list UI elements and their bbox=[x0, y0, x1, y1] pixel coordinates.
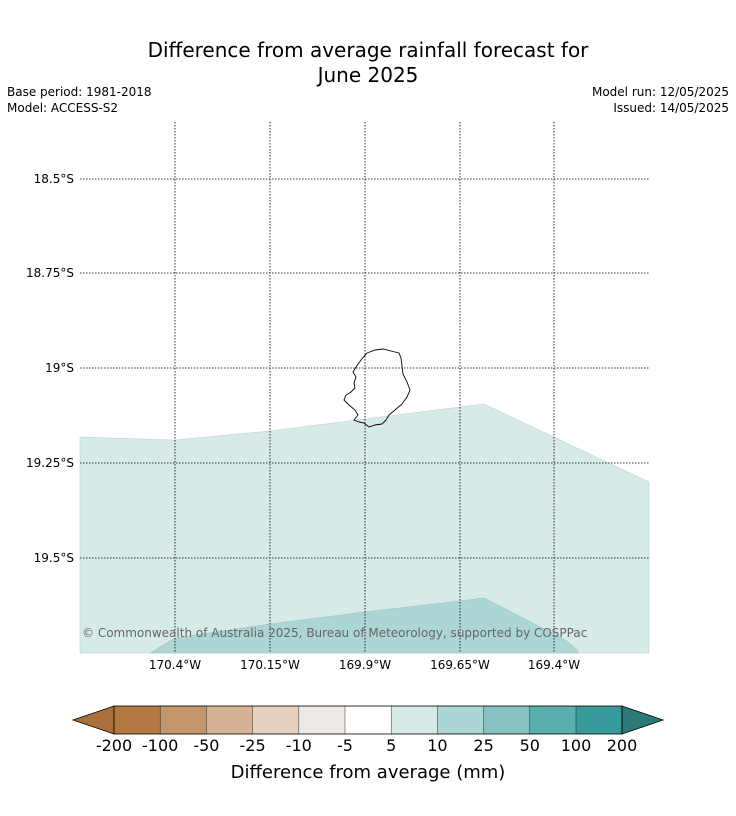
colorbar-border bbox=[113, 705, 623, 735]
issued-date: Issued: 14/05/2025 bbox=[613, 101, 729, 115]
colorbar-segment bbox=[114, 706, 161, 734]
gridlines bbox=[80, 122, 649, 653]
copyright-text: © Commonwealth of Australia 2025, Bureau… bbox=[82, 626, 587, 640]
rainfall-zone-10-25 bbox=[149, 597, 580, 654]
colorbar-tick: -25 bbox=[240, 736, 266, 755]
colorbar-tick: -10 bbox=[286, 736, 312, 755]
colorbar-tick: 200 bbox=[607, 736, 638, 755]
lat-label: 18.75°S bbox=[26, 266, 74, 280]
meta-left: Base period: 1981-2018 Model: ACCESS-S2 bbox=[7, 84, 152, 116]
colorbar-tick: 50 bbox=[520, 736, 540, 755]
lat-label: 18.5°S bbox=[34, 172, 74, 186]
colorbar-segment bbox=[391, 706, 438, 734]
lon-label: 169.65°W bbox=[430, 658, 490, 672]
colorbar-ticks: -200 -100 -50 -25 -10 -5 5 10 25 50 100 … bbox=[96, 736, 637, 755]
colorbar-segment bbox=[529, 706, 576, 734]
colorbar-tick: 5 bbox=[386, 736, 396, 755]
colorbar-segment bbox=[298, 706, 345, 734]
lat-label: 19.25°S bbox=[26, 456, 74, 470]
model-run: Model run: 12/05/2025 bbox=[591, 85, 729, 99]
colorbar bbox=[71, 705, 665, 735]
colorbar-tick: 10 bbox=[427, 736, 447, 755]
model-name: Model: ACCESS-S2 bbox=[7, 101, 119, 115]
colorbar-tick: 100 bbox=[561, 736, 592, 755]
lat-label: 19.5°S bbox=[34, 551, 74, 565]
colorbar-tick: -5 bbox=[337, 736, 353, 755]
colorbar-tick: -100 bbox=[142, 736, 178, 755]
colorbar-dividers bbox=[159, 706, 577, 734]
map-title-line1: Difference from average rainfall forecas… bbox=[147, 38, 589, 62]
island-coastline bbox=[343, 348, 411, 428]
lat-labels: 18.5°S 18.75°S 19°S 19.25°S 19.5°S bbox=[26, 172, 74, 565]
colorbar-segment bbox=[160, 706, 207, 734]
colorbar-segment bbox=[483, 706, 530, 734]
colorbar-extend-low bbox=[71, 705, 115, 735]
lon-label: 169.4°W bbox=[528, 658, 580, 672]
colorbar-tick: -200 bbox=[96, 736, 132, 755]
colorbar-label: Difference from average (mm) bbox=[231, 762, 506, 783]
map-title-line2: June 2025 bbox=[317, 63, 419, 87]
lon-label: 170.4°W bbox=[149, 658, 201, 672]
lon-labels: 170.4°W 170.15°W 169.9°W 169.65°W 169.4°… bbox=[149, 658, 580, 672]
colorbar-segment bbox=[437, 706, 484, 734]
colorbar-segment bbox=[206, 706, 253, 734]
meta-right: Model run: 12/05/2025 Issued: 14/05/2025 bbox=[592, 84, 729, 116]
colorbar-segment bbox=[252, 706, 299, 734]
base-period: Base period: 1981-2018 bbox=[7, 85, 152, 99]
map-title: Difference from average rainfall forecas… bbox=[0, 38, 736, 88]
colorbar-tick: -50 bbox=[193, 736, 219, 755]
lon-label: 170.15°W bbox=[240, 658, 300, 672]
lon-label: 169.9°W bbox=[339, 658, 391, 672]
lat-label: 19°S bbox=[45, 361, 74, 375]
colorbar-tick: 25 bbox=[473, 736, 493, 755]
colorbar-extend-high bbox=[621, 705, 665, 735]
colorbar-segment bbox=[576, 706, 622, 734]
colorbar-segment bbox=[345, 706, 392, 734]
